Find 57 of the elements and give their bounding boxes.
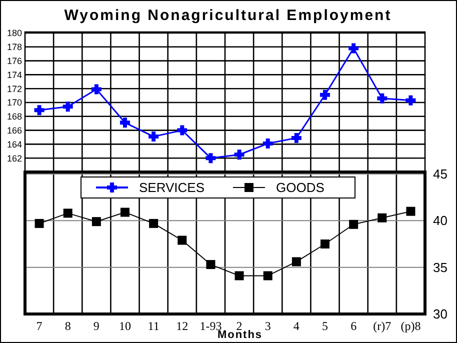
- point: [349, 220, 358, 229]
- point: [406, 95, 416, 106]
- point: [292, 257, 301, 266]
- point: [406, 206, 416, 216]
- chart-title: Wyoming Nonagricultural Employment: [64, 7, 392, 24]
- y2-tick-label: 35: [433, 260, 448, 275]
- point: [62, 102, 73, 112]
- y-tick-label: 168: [6, 112, 22, 122]
- point: [377, 93, 388, 104]
- y-tick-label: 180: [6, 28, 22, 38]
- y-tick-label: 172: [6, 84, 22, 94]
- y-tick-label: 164: [6, 139, 22, 150]
- point: [348, 43, 359, 54]
- point: [91, 84, 102, 94]
- y-tick-label: 174: [6, 70, 22, 80]
- point: [206, 260, 216, 270]
- y-tick-label: 170: [6, 98, 22, 108]
- point: [206, 153, 216, 164]
- x-tick-label: 5: [322, 319, 328, 333]
- x-tick-label: 11: [148, 319, 160, 333]
- x-tick-label: 6: [350, 319, 357, 333]
- y2-tick-label: 30: [433, 306, 448, 322]
- y2-tick-label: 40: [433, 213, 448, 228]
- point: [320, 90, 330, 100]
- x-tick-label: 12: [176, 319, 188, 333]
- point: [34, 105, 44, 116]
- y-tick-label: 176: [6, 56, 22, 66]
- x-tick-label: (p)8: [400, 319, 421, 333]
- point: [34, 218, 44, 228]
- point: [148, 132, 159, 142]
- point: [92, 217, 101, 226]
- point: [320, 240, 330, 248]
- point: [178, 236, 187, 245]
- point: [234, 271, 244, 280]
- point: [149, 218, 158, 228]
- x-tick-label: 8: [64, 319, 71, 333]
- y2-tick-label: 45: [433, 166, 448, 182]
- y-tick-label: 178: [6, 42, 22, 52]
- x-tick-label: 3: [264, 319, 271, 333]
- y-tick-label: 166: [6, 125, 22, 136]
- point: [262, 138, 273, 149]
- y-tick-label: 162: [6, 153, 22, 164]
- x-tick-label: (r)7: [373, 319, 392, 333]
- point: [378, 213, 387, 222]
- legend-label: GOODS: [276, 180, 325, 196]
- point: [63, 208, 72, 218]
- point: [291, 132, 302, 143]
- x-tick-label: 7: [36, 319, 42, 333]
- point: [234, 150, 244, 160]
- x-tick-label: 4: [293, 319, 300, 333]
- point: [120, 118, 130, 128]
- legend-label: SERVICES: [139, 180, 205, 196]
- point: [263, 271, 272, 280]
- point: [177, 125, 188, 136]
- x-tick-label: 10: [119, 319, 131, 333]
- x-tick-label: 9: [93, 319, 100, 333]
- point: [120, 208, 130, 217]
